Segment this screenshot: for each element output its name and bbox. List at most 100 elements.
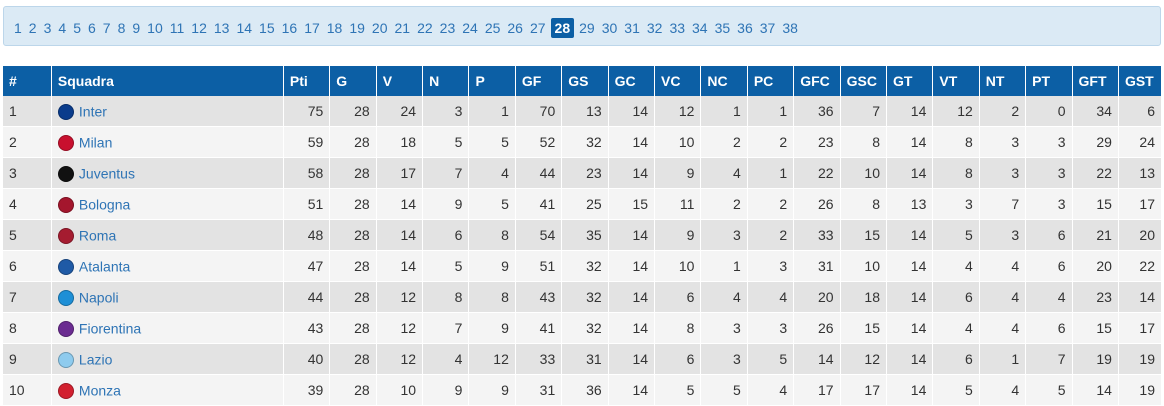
column-header[interactable]: Pti [283, 66, 331, 96]
team-link[interactable]: Lazio [78, 351, 113, 368]
column-header[interactable]: GC [608, 66, 656, 96]
stat-cell: 28 [329, 312, 377, 344]
team-link[interactable]: Napoli [78, 289, 119, 306]
column-header[interactable]: G [329, 66, 377, 96]
matchday-link[interactable]: 21 [394, 20, 411, 36]
column-header[interactable]: V [376, 66, 424, 96]
matchday-link[interactable]: 25 [484, 20, 501, 36]
stat-cell: 22 [1072, 157, 1119, 189]
matchday-link[interactable]: 8 [117, 20, 126, 36]
stat-cell: 17 [840, 374, 887, 406]
matchday-link[interactable]: 3 [43, 20, 52, 36]
matchday-link[interactable]: 18 [326, 20, 343, 36]
matchday-link[interactable]: 7 [102, 20, 111, 36]
team-link[interactable]: Inter [78, 103, 107, 120]
column-header[interactable]: NT [979, 66, 1027, 96]
column-header[interactable]: VT [932, 66, 980, 96]
column-header[interactable]: GF [515, 66, 563, 96]
matchday-link[interactable]: 38 [782, 20, 798, 36]
matchday-item: 14 [234, 18, 257, 38]
column-header[interactable]: PT [1025, 66, 1073, 96]
matchday-link[interactable]: 22 [417, 20, 433, 36]
stat-cell: 33 [515, 343, 563, 375]
matchday-link[interactable]: 6 [87, 20, 96, 36]
stat-cell: 0 [1025, 96, 1073, 127]
column-header[interactable]: PC [747, 66, 795, 96]
matchday-item: 13 [212, 18, 235, 38]
team-link[interactable]: Fiorentina [78, 320, 142, 337]
stat-cell: 4 [979, 281, 1027, 313]
column-header[interactable]: GFT [1072, 66, 1119, 96]
matchday-link[interactable]: 5 [73, 20, 81, 36]
matchday-link[interactable]: 15 [259, 20, 275, 36]
team-link[interactable]: Roma [78, 227, 117, 244]
matchday-link[interactable]: 12 [191, 20, 207, 36]
matchday-item: 10 [145, 18, 168, 38]
matchday-item: 22 [415, 18, 438, 38]
matchday-link[interactable]: 31 [624, 20, 640, 36]
stat-cell: 10 [840, 157, 887, 189]
column-header[interactable]: N [422, 66, 470, 96]
matchday-link[interactable]: 36 [737, 20, 753, 36]
matchday-link[interactable]: 13 [213, 20, 230, 36]
matchday-link[interactable]: 19 [349, 20, 365, 36]
stat-cell: 2 [747, 126, 795, 158]
column-header[interactable]: Squadra [51, 66, 284, 96]
position-cell: 1 [3, 96, 52, 127]
stat-cell: 31 [561, 343, 609, 375]
team-link[interactable]: Atalanta [78, 258, 131, 275]
matchday-item: 35 [713, 18, 736, 38]
matchday-link[interactable]: 14 [236, 20, 253, 36]
stat-cell: 12 [654, 96, 702, 127]
stat-cell: 14 [376, 250, 424, 282]
team-link[interactable]: Juventus [78, 165, 135, 182]
team-link[interactable]: Monza [78, 382, 121, 399]
matchday-link[interactable]: 32 [646, 20, 663, 36]
matchday-link[interactable]: 17 [304, 20, 320, 36]
matchday-link[interactable]: 10 [147, 20, 163, 36]
matchday-link[interactable]: 24 [462, 20, 478, 36]
stat-cell: 24 [376, 96, 424, 127]
column-header[interactable]: # [3, 66, 52, 96]
column-header[interactable]: P [468, 66, 516, 96]
matchday-link[interactable]: 35 [714, 20, 731, 36]
stat-cell: 26 [793, 188, 841, 220]
team-link[interactable]: Bologna [78, 196, 131, 213]
matchday-link[interactable]: 33 [669, 20, 686, 36]
stat-cell: 59 [283, 126, 331, 158]
matchday-link[interactable]: 34 [692, 20, 708, 36]
matchday-link[interactable]: 1 [14, 20, 22, 36]
matchday-link[interactable]: 26 [507, 20, 523, 36]
column-header[interactable]: VC [654, 66, 702, 96]
matchday-link[interactable]: 23 [439, 20, 456, 36]
stat-cell: 32 [561, 281, 609, 313]
column-header[interactable]: NC [700, 66, 748, 96]
column-header[interactable]: GT [886, 66, 934, 96]
matchday-link[interactable]: 16 [281, 20, 298, 36]
matchday-link[interactable]: 4 [58, 20, 67, 36]
stat-cell: 7 [422, 312, 470, 344]
matchday-link[interactable]: 27 [529, 20, 546, 36]
column-header[interactable]: GST [1118, 66, 1161, 96]
column-header[interactable]: GFC [793, 66, 841, 96]
stat-cell: 10 [654, 250, 702, 282]
team-link[interactable]: Milan [78, 134, 113, 151]
matchday-link-current[interactable]: 28 [550, 18, 575, 38]
matchday-link[interactable]: 29 [579, 20, 595, 36]
table-header-row: # Squadra Pti G V N P GF GS GC VC NC PC GFC GSC GT VT NT P… [3, 66, 1161, 96]
column-header[interactable]: GS [561, 66, 609, 96]
matchday-item: 20 [370, 18, 393, 38]
matchday-link[interactable]: 37 [759, 20, 776, 36]
matchday-link[interactable]: 20 [371, 20, 388, 36]
team-cell: Milan [51, 126, 284, 158]
matchday-link[interactable]: 9 [132, 20, 141, 36]
stat-cell: 15 [840, 312, 887, 344]
juventus-logo-icon [57, 165, 74, 182]
matchday-link[interactable]: 11 [169, 20, 185, 36]
stat-cell: 14 [886, 96, 934, 127]
column-header[interactable]: GSC [840, 66, 887, 96]
stat-cell: 14 [608, 281, 656, 313]
matchday-link[interactable]: 2 [28, 20, 37, 36]
table-row: 2 Milan 59 28 18 5 5 52 32 14 10 2 2 23 8 14 8 3 3 29 24 [3, 126, 1161, 158]
matchday-link[interactable]: 30 [601, 20, 618, 36]
